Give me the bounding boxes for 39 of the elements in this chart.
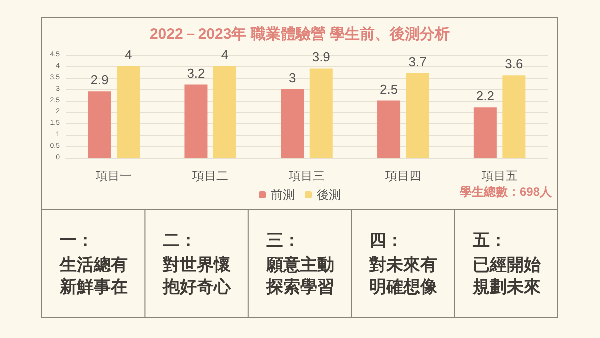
data-label: 3.7 (408, 54, 427, 70)
data-label: 2.2 (476, 88, 494, 104)
x-tick-label: 項目五 (480, 169, 518, 183)
data-label: 4 (221, 47, 229, 62)
x-tick-label: 項目三 (288, 169, 325, 183)
bar (117, 66, 140, 158)
x-tick-label: 項目四 (384, 169, 422, 183)
data-label: 3 (289, 70, 296, 86)
bar (184, 84, 208, 158)
bar (310, 68, 333, 158)
text: 已經開始規劃未來 (472, 256, 542, 296)
chart-title: 2022－2023年 職業體驗營 學生前、後測分析 (150, 26, 450, 43)
bar (378, 100, 401, 158)
data-label: 3.6 (505, 56, 524, 72)
data-label: 2.5 (380, 82, 398, 97)
bar (213, 66, 236, 158)
legend-label: 前測 (271, 188, 295, 202)
data-label: 4 (124, 47, 132, 62)
bar (281, 89, 304, 158)
bar (502, 76, 526, 158)
text: 三： (266, 231, 300, 250)
text: 五： (472, 231, 507, 250)
text: 生活總有新鮮事在 (59, 256, 128, 296)
x-tick-label: 項目二 (192, 169, 229, 183)
bar (474, 108, 497, 158)
text: 二： (163, 231, 198, 250)
x-tick-label: 項目一 (95, 169, 132, 183)
data-label: 3.9 (312, 50, 330, 65)
text: 一： (60, 231, 94, 250)
text: 對世界懷抱好奇心 (162, 256, 232, 296)
text: 四： (370, 231, 404, 250)
legend-label: 後測 (317, 188, 341, 202)
text: 學生總數：698人 (460, 185, 553, 199)
data-label: 3.2 (187, 66, 206, 81)
text: 對未來有明確想像 (368, 256, 439, 296)
data-label: 2.9 (90, 72, 109, 88)
bar (406, 73, 430, 158)
bar (88, 92, 112, 158)
text: 願意主動探索學習 (265, 256, 334, 296)
